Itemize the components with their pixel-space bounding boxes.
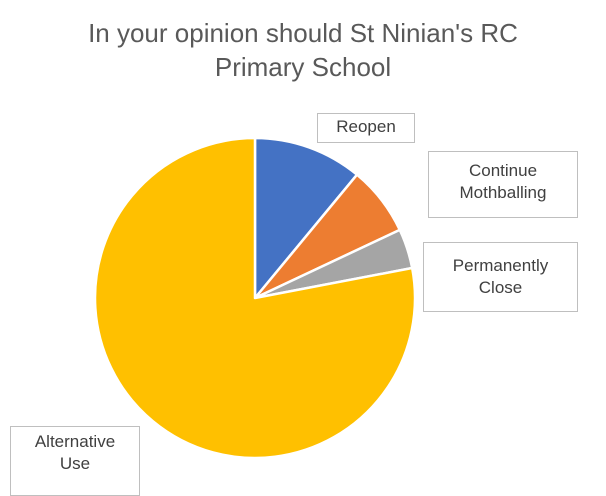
data-label-reopen: Reopen xyxy=(317,113,415,143)
data-label-alternative-use: Alternative Use xyxy=(10,426,140,496)
data-label-permanently-close: Permanently Close xyxy=(423,242,578,312)
pie-slice-alternative-use xyxy=(93,136,417,460)
chart-title-line-1: In your opinion should St Ninian's RC xyxy=(88,18,518,48)
chart-title: In your opinion should St Ninian's RC Pr… xyxy=(0,16,606,84)
data-label-continue-mothballing: Continue Mothballing xyxy=(428,151,578,218)
data-label-continue-mothballing-line-2: Mothballing xyxy=(459,183,547,202)
data-label-permanently-close-line-2: Close xyxy=(478,278,523,297)
data-label-continue-mothballing-line-1: Continue xyxy=(468,161,538,180)
pie-slice-reopen xyxy=(253,136,359,300)
data-label-reopen-line-1: Reopen xyxy=(336,117,396,136)
data-label-alternative-use-line-1: Alternative xyxy=(34,432,116,451)
data-label-alternative-use-line-2: Use xyxy=(59,454,91,473)
chart-title-line-2: Primary School xyxy=(214,52,392,82)
data-label-permanently-close-line-1: Permanently xyxy=(452,256,549,275)
